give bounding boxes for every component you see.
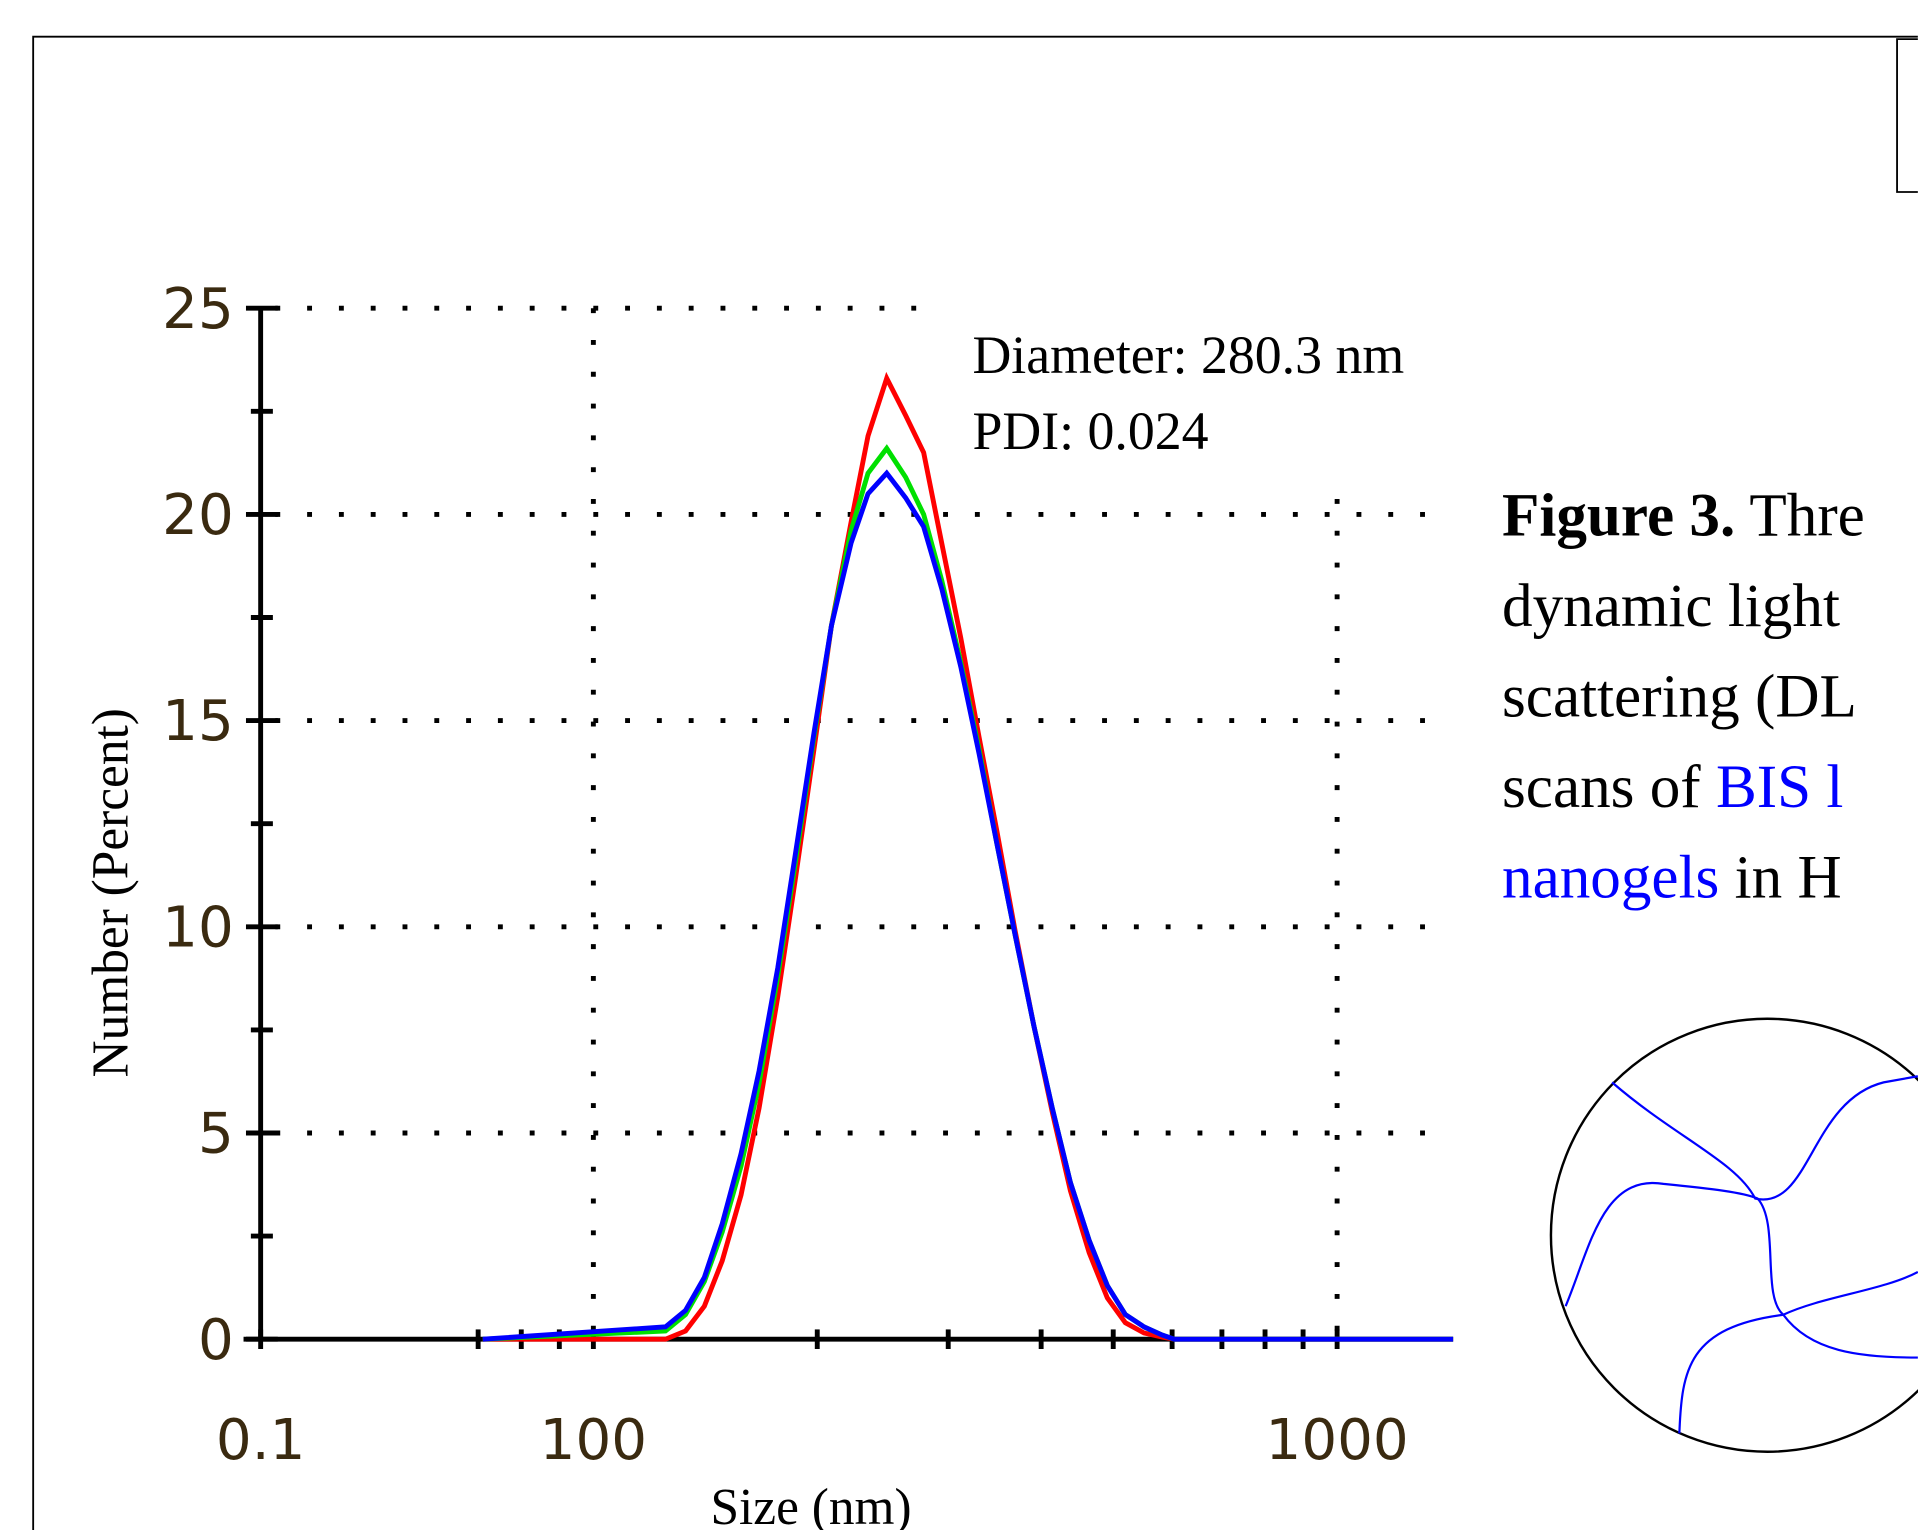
- x-axis-label: Size (nm): [710, 1479, 911, 1530]
- corner-box: [1896, 38, 1918, 193]
- caption-line: dynamic light: [1502, 573, 1840, 640]
- y-tick-label: 5: [198, 1102, 234, 1167]
- annotation: Diameter: 280.3 nm: [972, 325, 1404, 385]
- data-line: [482, 371, 1454, 1342]
- annotation: PDI: 0.024: [972, 401, 1208, 461]
- frame: [32, 35, 1918, 1530]
- caption-text: BIS l: [1716, 754, 1843, 821]
- nanogel-sketch: [1549, 1017, 1918, 1453]
- caption-text: Thre: [1735, 483, 1865, 550]
- caption-text: scans of: [1502, 754, 1716, 821]
- caption-text: dynamic light: [1502, 573, 1840, 640]
- x-tick-label: 1000: [1266, 1408, 1409, 1473]
- caption-text: Figure 3.: [1502, 483, 1735, 550]
- x-tick-label: 0.1: [216, 1408, 305, 1473]
- annotation-background: [935, 293, 1511, 477]
- x-tick-label: 100: [540, 1408, 647, 1473]
- data-line: [482, 469, 1454, 1342]
- caption-line: nanogels in H: [1502, 845, 1842, 912]
- caption-line: scattering (DL: [1502, 664, 1857, 731]
- y-tick-label: 0: [198, 1308, 234, 1373]
- caption: Figure 3. Thre dynamic light scattering (D…: [1502, 483, 1865, 912]
- caption-text: in H: [1719, 845, 1841, 912]
- caption-line: Figure 3. Thre: [1502, 483, 1865, 550]
- y-tick-label: 10: [162, 895, 234, 960]
- y-tick-label: 25: [162, 277, 234, 342]
- caption-text: nanogels: [1502, 845, 1719, 912]
- y-axis-label: Number (Percent): [82, 708, 139, 1077]
- y-tick-label: 15: [162, 689, 234, 754]
- y-tick-label: 20: [162, 483, 234, 548]
- plot: 0 5 10 15 20 25 0.1 100 1000: [162, 277, 1454, 1473]
- caption-text: scattering (DL: [1502, 664, 1857, 731]
- caption-line: scans of BIS l: [1502, 754, 1843, 821]
